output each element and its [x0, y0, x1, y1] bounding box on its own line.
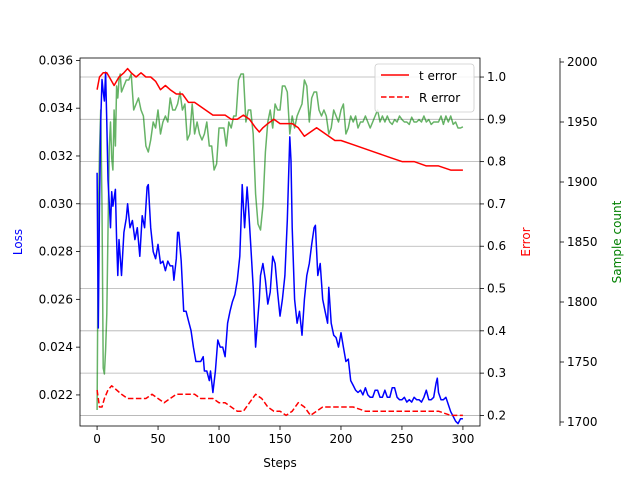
sample-count-tick-label: 1850: [567, 235, 598, 249]
error-axis-label: Error: [519, 227, 533, 256]
loss-tick-label: 0.036: [39, 53, 73, 67]
x-tick-label: 100: [208, 432, 231, 446]
error-tick-label: 1.0: [487, 70, 506, 84]
x-tick-label: 0: [93, 432, 101, 446]
x-axis: 0 50 100 150 200 250 300: [93, 426, 474, 446]
series-line-t-error: [96, 67, 463, 171]
sample-count-tick-label: 1900: [567, 175, 598, 189]
legend-label-t-error: t error: [419, 69, 457, 83]
error-tick-label: 0.4: [487, 324, 506, 338]
loss-tick-label: 0.032: [39, 149, 73, 163]
x-tick-label: 200: [330, 432, 353, 446]
series-line-loss: [96, 71, 463, 425]
loss-tick-label: 0.026: [39, 292, 73, 306]
sample-count-tick-label: 1950: [567, 115, 598, 129]
x-tick-label: 50: [150, 432, 165, 446]
error-tick-label: 0.5: [487, 282, 506, 296]
sample-count-tick-label: 1800: [567, 295, 598, 309]
x-tick-label: 300: [451, 432, 474, 446]
sample-count-tick-label: 1700: [567, 415, 598, 429]
sample-count-tick-label: 2000: [567, 55, 598, 69]
loss-tick-label: 0.034: [39, 101, 73, 115]
loss-tick-label: 0.030: [39, 197, 73, 211]
error-tick-label: 0.8: [487, 155, 506, 169]
loss-tick-label: 0.028: [39, 245, 73, 259]
x-tick-label: 250: [390, 432, 413, 446]
sample-count-axis-label: Sample count: [610, 200, 624, 283]
sample-count-tick-label: 1750: [567, 355, 598, 369]
plot-series: [96, 67, 464, 425]
legend: t error R error: [374, 63, 475, 113]
x-axis-label: Steps: [263, 456, 297, 470]
loss-axis-label: Loss: [11, 229, 25, 255]
series-line-sample-count: [96, 73, 464, 411]
error-tick-label: 0.7: [487, 197, 506, 211]
loss-tick-label: 0.022: [39, 388, 73, 402]
loss-tick-label: 0.024: [39, 340, 73, 354]
error-tick-label: 0.2: [487, 408, 506, 422]
series-line-r-error: [96, 385, 463, 417]
loss-axis: 0.022 0.024 0.026 0.028 0.030 0.032 0.034 0.036: [39, 53, 80, 402]
error-axis: 0.2 0.3 0.4 0.5 0.6 0.7 0.8 0.9 1.0: [480, 70, 506, 422]
legend-box: [374, 63, 475, 113]
error-tick-label: 0.9: [487, 112, 506, 126]
legend-label-r-error: R error: [419, 91, 460, 105]
sample-count-axis: 1700 1750 1800 1850 1900 1950 2000: [559, 55, 598, 429]
x-tick-label: 150: [269, 432, 292, 446]
error-tick-label: 0.6: [487, 239, 506, 253]
error-tick-label: 0.3: [487, 366, 506, 380]
